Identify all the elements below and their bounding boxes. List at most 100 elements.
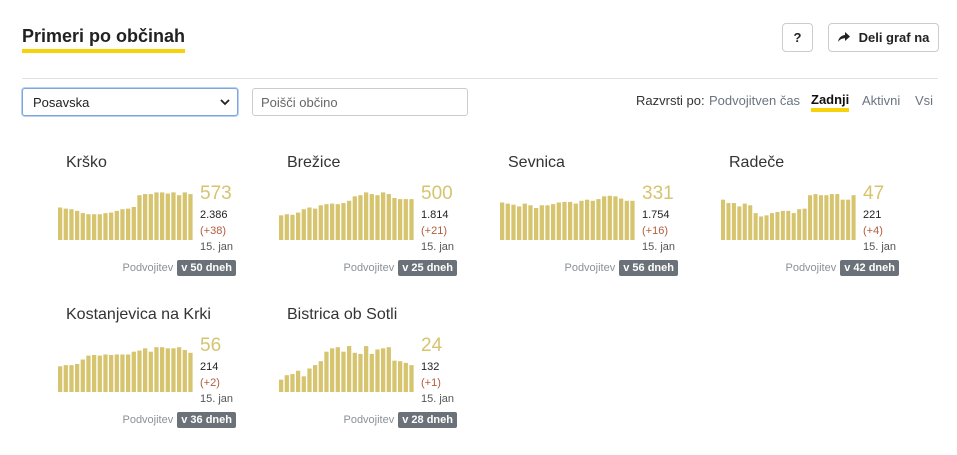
sparkline-bar [381, 192, 386, 240]
sparkline-bar [398, 361, 403, 392]
sparkline-bar [148, 351, 153, 392]
sparkline-bar [143, 348, 148, 392]
municipality-card[interactable]: Brežice 500 1.814 (+21) 15. jan Podvojitev v 2… [279, 154, 459, 284]
sort-option-all[interactable]: Vsi [915, 93, 934, 108]
municipality-card[interactable]: Kostanjevica na Krki 56 214 (+2) 15. jan Podv… [58, 306, 238, 436]
sparkline-bar [517, 206, 522, 240]
sparkline-bar [568, 201, 573, 240]
sparkline-bar [786, 210, 791, 240]
sparkline-bar [840, 199, 845, 240]
sort-option-active[interactable]: Aktivni [862, 93, 901, 108]
sparkline-bar [551, 204, 556, 240]
sparkline-bar [137, 350, 142, 392]
sparkline-bar [92, 355, 97, 392]
sparkline-bar [120, 209, 125, 240]
doubling-badge: v 25 dneh [398, 260, 457, 276]
sparkline-bar [126, 354, 131, 392]
search-input[interactable] [252, 88, 468, 116]
sparkline-bar [126, 208, 131, 240]
sparkline-bar [607, 195, 612, 240]
sparkline-bar [171, 348, 176, 392]
sparkline-bar [279, 215, 284, 240]
sparkline-bar [160, 192, 165, 240]
latest-value: 331 [642, 183, 674, 204]
sparkline-bar [731, 203, 736, 240]
sparkline-bar [330, 348, 335, 392]
municipality-name: Bistrica ob Sotli [287, 306, 398, 323]
sparkline-bar [528, 205, 533, 240]
sparkline-bar [358, 353, 363, 392]
delta-value: (+4) [863, 225, 883, 237]
sort-option-doubling-time[interactable]: Podvojitven čas [709, 93, 801, 108]
sparkline-bar [177, 195, 182, 240]
sparkline-bar [63, 208, 68, 240]
doubling-info: Podvojitev v 28 dneh [343, 412, 457, 428]
sparkline-bar [279, 379, 284, 392]
sparkline-bar [602, 196, 607, 240]
sparkline-bar [290, 374, 295, 392]
help-button[interactable]: ? [782, 23, 813, 52]
sparkline-bar [335, 347, 340, 392]
sparkline-bar [802, 208, 807, 240]
doubling-label: Podvojitev [564, 262, 616, 274]
doubling-label: Podvojitev [343, 262, 395, 274]
date-label: 15. jan [200, 241, 234, 253]
sparkline-bar [392, 198, 397, 240]
delta-value: (+1) [421, 377, 441, 389]
latest-value: 56 [200, 335, 222, 356]
sparkline-bar [188, 352, 193, 392]
doubling-label: Podvojitev [122, 414, 174, 426]
sparkline-bar [86, 355, 91, 392]
sparkline-bar [511, 204, 516, 240]
region-select[interactable]: Posavska [22, 88, 238, 116]
sparkline-bar [358, 195, 363, 240]
sparkline-bar [791, 213, 796, 240]
sparkline-bar [114, 354, 119, 392]
doubling-info: Podvojitev v 36 dneh [122, 412, 236, 428]
sparkline-bar [369, 353, 374, 392]
delta-value: (+38) [200, 225, 226, 237]
share-button[interactable]: Deli graf na [828, 23, 939, 52]
municipality-card[interactable]: Bistrica ob Sotli 24 132 (+1) 15. jan Podvoji… [279, 306, 459, 436]
sparkline-bar [769, 213, 774, 240]
sparkline-bar [296, 212, 301, 240]
sparkline-bar [97, 214, 102, 240]
doubling-badge: v 28 dneh [398, 412, 457, 428]
sparkline-bar [737, 206, 742, 240]
sparkline-bar [182, 350, 187, 392]
sparkline-bar [409, 199, 414, 240]
sparkline-bar [171, 192, 176, 240]
sparkline-bar [154, 347, 159, 392]
sparkline-bar [721, 199, 726, 240]
sparkline-bar [369, 194, 374, 240]
sparkline-bar [392, 360, 397, 392]
doubling-badge: v 36 dneh [177, 412, 236, 428]
doubling-badge: v 42 dneh [840, 260, 899, 276]
sparkline-bar [759, 216, 764, 240]
sparkline-bar [545, 205, 550, 240]
municipality-card[interactable]: Krško 573 2.386 (+38) 15. jan Podvojitev v 50 … [58, 154, 238, 284]
sparkline-bar [313, 208, 318, 240]
sparkline-bar [780, 210, 785, 240]
sparkline-bar [381, 348, 386, 392]
sort-option-latest[interactable]: Zadnji [811, 93, 850, 112]
sparkline-bars [279, 192, 414, 240]
sparkline-bar [352, 196, 357, 240]
sparkline-bar [188, 194, 193, 240]
sort-label: Razvrsti po: [636, 93, 705, 108]
municipality-card[interactable]: Radeče 47 221 (+4) 15. jan Podvojitev v 42 dne… [721, 154, 901, 284]
page-title: Primeri po občinah [22, 27, 186, 53]
sparkline-bar [335, 204, 340, 240]
sparkline-bar [131, 206, 136, 240]
sparkline-bar [619, 198, 624, 240]
sparkline-bar [797, 209, 802, 240]
latest-value: 24 [421, 335, 443, 356]
sparkline-bar [160, 347, 165, 392]
delta-value: (+2) [200, 377, 220, 389]
sparkline-bar [148, 194, 153, 240]
municipality-card[interactable]: Sevnica 331 1.754 (+16) 15. jan Podvojitev v 5… [500, 154, 680, 284]
sparkline-bar [131, 351, 136, 392]
sparkline-bar [109, 355, 114, 392]
header-divider [22, 78, 938, 79]
sparkline-bar [103, 354, 108, 392]
